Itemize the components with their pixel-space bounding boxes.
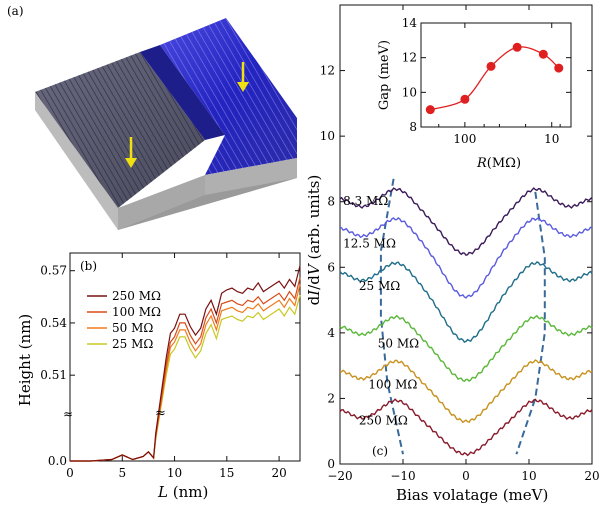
spectrum-line	[339, 216, 593, 299]
panel-c-dashed-guides	[379, 178, 546, 455]
x-tick-label: 10	[167, 466, 182, 480]
inset-x-tick-label: 10	[544, 132, 559, 146]
inset-y-tick-label: 12	[402, 51, 417, 65]
panel-b-xlabel: L (nm)	[157, 483, 208, 501]
inset-y-tick-label: 14	[402, 16, 418, 30]
x-tick-label: 20	[584, 469, 599, 483]
spectrum-label: 100 MΩ	[368, 378, 417, 392]
inset-data-point	[425, 105, 435, 115]
x-tick-label: −20	[327, 469, 352, 483]
inset-ylabel: Gap (meV)	[377, 40, 392, 110]
spectrum-line	[339, 261, 593, 343]
dashed-guide	[515, 191, 546, 455]
x-tick-label: 0	[462, 469, 470, 483]
series-line	[70, 265, 301, 462]
legend-label: 25 MΩ	[112, 337, 153, 351]
panel-a-label: (a)	[7, 4, 24, 18]
panel-c-series-labels: 8.3 MΩ 12.5 MΩ 25 MΩ 50 MΩ 100 MΩ 250 MΩ	[343, 194, 419, 428]
panel-b-frame	[69, 252, 301, 462]
spectrum-label: 8.3 MΩ	[343, 194, 388, 208]
spectrum-label: 250 MΩ	[359, 414, 408, 428]
legend-label: 250 MΩ	[112, 289, 161, 303]
arrow-upper-icon	[237, 62, 249, 92]
panel-c: −20 −10 0 10 20 0 2 4 6 8 10 12 8.3 MΩ 12.5 MΩ 25 MΩ 5…	[305, 4, 600, 504]
x-tick-label: 10	[521, 469, 536, 483]
panel-b-axes: 0 5 10 15 20 0.0 0.51 0.54 0.57	[40, 253, 300, 480]
x-tick-label: −10	[390, 469, 415, 483]
legend-label: 50 MΩ	[112, 321, 153, 335]
inset-series	[425, 42, 564, 115]
spectrum-label: 12.5 MΩ	[343, 237, 396, 251]
panel-c-inset: 100 10 8 10 12 14 Gap (meV) R(MΩ)	[377, 16, 572, 171]
series-line	[70, 294, 301, 462]
y-tick-label: 6	[327, 260, 335, 274]
inset-data-point	[486, 61, 496, 71]
x-tick-label: 20	[271, 466, 286, 480]
y-tick-label: 0.0	[48, 454, 67, 468]
series-line	[70, 284, 301, 462]
panel-b-ylabel: Height (nm)	[16, 314, 34, 406]
spectrum-line	[339, 359, 593, 424]
y-tick-label: 0.57	[40, 264, 67, 278]
inset-y-tick-label: 8	[409, 120, 417, 134]
panel-c-xlabel: Bias volatage (meV)	[396, 486, 548, 504]
inset-data-point	[554, 63, 564, 73]
dashed-guide	[379, 178, 404, 455]
inset-data-point	[512, 42, 522, 52]
panel-b-break-marker-axis: ≈	[63, 407, 73, 421]
panel-c-ylabel: dI/dV (arb. units)	[305, 175, 323, 306]
inset-data-point	[538, 49, 548, 59]
panel-c-series	[339, 187, 593, 457]
stm-topography-image	[35, 18, 297, 230]
panel-b-series	[70, 265, 301, 462]
series-line	[70, 277, 301, 462]
y-tick-label: 0.54	[40, 316, 67, 330]
legend-label: 100 MΩ	[112, 305, 161, 319]
inset-axes: 100 10 8 10 12 14	[402, 16, 572, 146]
spectrum-line	[339, 187, 593, 257]
spectrum-label: 50 MΩ	[378, 337, 419, 351]
spectrum-line	[339, 314, 593, 383]
y-tick-label: 2	[327, 391, 335, 405]
x-tick-label: 5	[118, 466, 126, 480]
y-tick-label: 4	[327, 326, 335, 340]
panel-b-break-marker-data: ≈	[155, 406, 166, 421]
y-tick-label: 0	[327, 457, 335, 471]
panel-a: (a)	[7, 4, 297, 230]
inset-x-tick-label: 100	[453, 132, 476, 146]
inset-data-point	[460, 94, 470, 104]
x-tick-label: 15	[219, 466, 234, 480]
inset-xlabel: R(MΩ)	[476, 156, 521, 171]
arrow-lower-icon	[125, 137, 137, 168]
x-tick-label: 0	[66, 466, 74, 480]
panel-c-axes: −20 −10 0 10 20 0 2 4 6 8 10 12	[320, 5, 600, 483]
panel-c-label: (c)	[372, 444, 388, 458]
spectrum-label: 25 MΩ	[359, 279, 400, 293]
inset-frame	[420, 22, 572, 128]
y-tick-label: 8	[327, 195, 335, 209]
y-tick-label: 10	[320, 129, 335, 143]
y-tick-label: 0.51	[40, 368, 67, 382]
inset-y-tick-label: 10	[402, 85, 417, 99]
panel-b: (b) 0 5 10 15 20 0.0 0.51 0.54 0.57 250 MΩ 100 MΩ…	[16, 252, 301, 501]
panel-b-label: (b)	[80, 259, 97, 273]
spectrum-line	[339, 398, 593, 457]
panel-b-legend: 250 MΩ 100 MΩ 50 MΩ 25 MΩ	[87, 289, 161, 351]
y-tick-label: 12	[320, 64, 335, 78]
